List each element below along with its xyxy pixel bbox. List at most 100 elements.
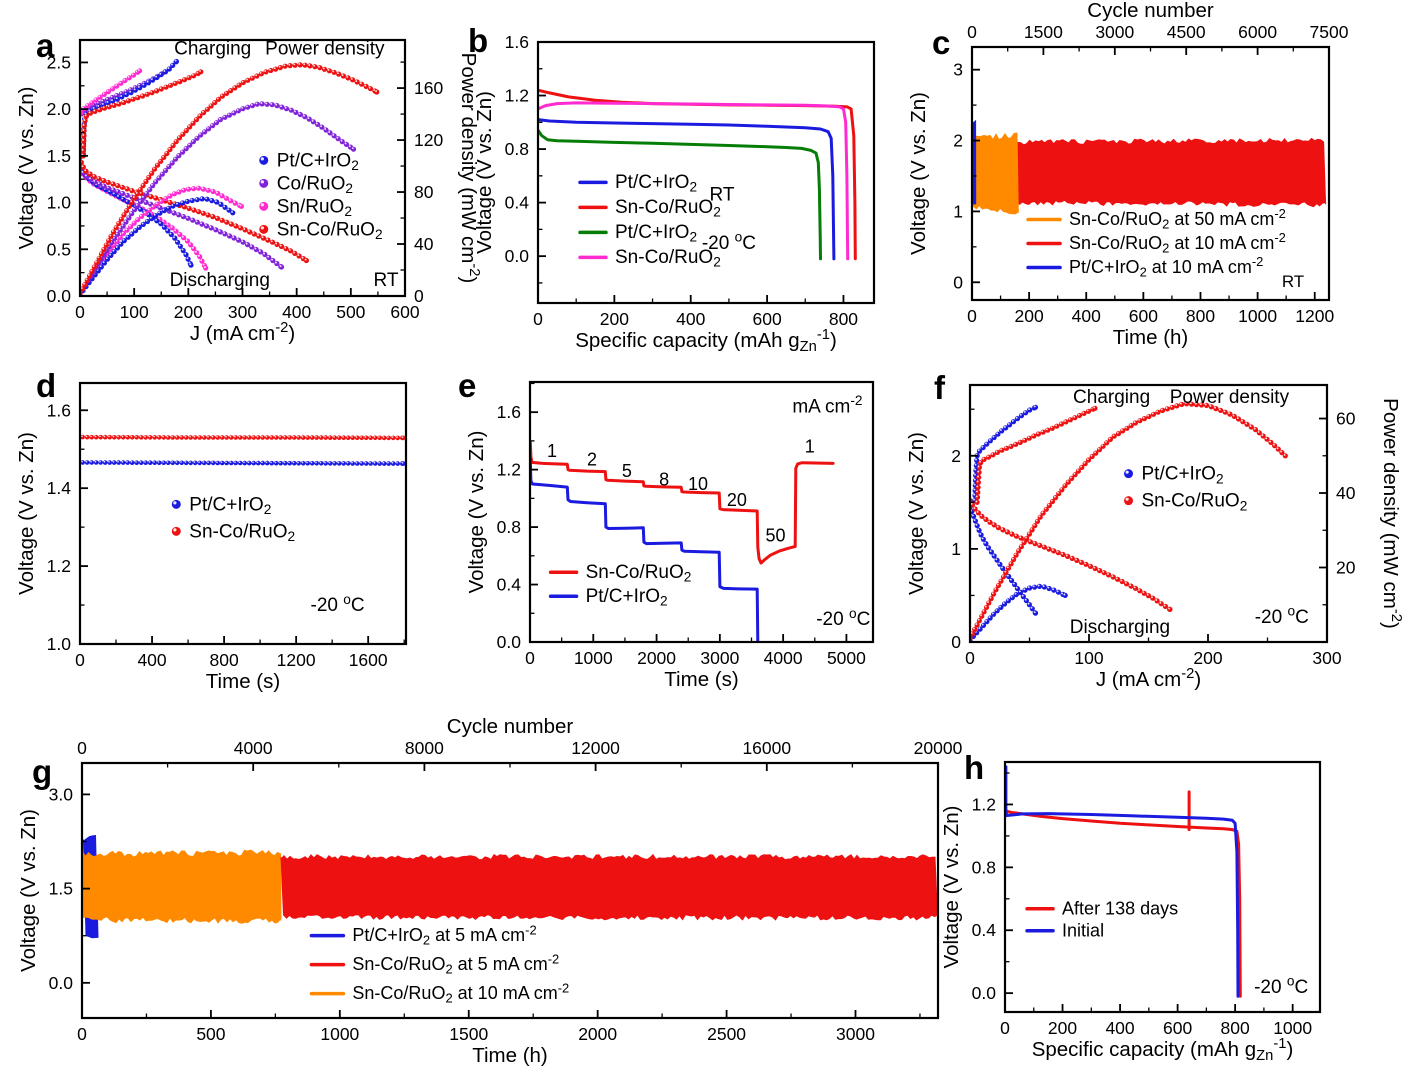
- tick-label: 200: [1015, 306, 1044, 326]
- tick-label: 0: [533, 309, 543, 329]
- legend-item-label: Pt/C+IrO2: [615, 222, 697, 245]
- tick-label: 3000: [836, 1024, 875, 1044]
- panel-b-series: [538, 88, 857, 261]
- panel-a-axes: 0 100 200 300 400 500 600 0.0 0.5 1.0 1.5 2.0 2.5 0 40…: [47, 38, 443, 322]
- legend-item-label: Pt/C+IrO2: [1142, 464, 1224, 487]
- legend-item-label: Pt/C+IrO2: [586, 586, 668, 609]
- tick-label: 80: [414, 182, 434, 202]
- panel-f: 0 100 200 300 0 1 2 20 40 60 J (mA cm-2) Voltage (V…: [905, 369, 1404, 691]
- panel-letter-b: b: [468, 22, 488, 59]
- tick-label: 4000: [234, 738, 273, 758]
- tick-label: 400: [137, 650, 166, 670]
- tick-label: 160: [414, 78, 443, 98]
- x2-axis-label-c: Cycle number: [1087, 0, 1214, 22]
- tick-label: 1000: [1273, 1018, 1312, 1038]
- legend-item-label: Pt/C+IrO2: [277, 150, 359, 173]
- tick-label: 0: [953, 272, 963, 292]
- tick-label: 1000: [574, 648, 613, 668]
- tick-label: 600: [390, 302, 419, 322]
- legend-item-label: After 138 days: [1062, 898, 1178, 918]
- series-ptc-iro2-rt: [538, 118, 836, 261]
- tick-label: 0.4: [505, 193, 530, 213]
- tick-label: 0.8: [505, 139, 529, 159]
- tick-label: 1.0: [47, 634, 72, 654]
- tick-label: 0.4: [497, 575, 522, 595]
- panel-letter-e: e: [458, 367, 476, 404]
- legend-item-label: Sn-Co/RuO2 at 10 mA cm-2: [352, 980, 569, 1005]
- tick-label: 8000: [405, 738, 444, 758]
- tick-label: 1.6: [497, 402, 521, 422]
- tick-label: 1000: [320, 1024, 359, 1044]
- legend-item-label: Initial: [1062, 920, 1104, 940]
- tick-label: 1200: [277, 650, 316, 670]
- annotation-b-0: RT: [710, 185, 735, 206]
- tick-label: 1.4: [47, 478, 72, 498]
- legend-item-label: Sn-Co/RuO2: [615, 197, 721, 220]
- annotation-d-0: -20 oC: [311, 592, 365, 616]
- series-ptc-iro2-m20: [538, 128, 822, 261]
- tick-label: 200: [1048, 1018, 1077, 1038]
- panel-c-series: [972, 119, 1327, 215]
- panel-g-axes: 0 500 1000 1500 2000 2500 3000 0.0 1.5 3.0 0 4000 80…: [49, 738, 963, 1044]
- x-axis-label-a: J (mA cm-2): [190, 320, 295, 345]
- panel-letter-c: c: [932, 24, 950, 61]
- legend-item-label: Sn-Co/RuO2: [615, 247, 721, 270]
- tick-label: 5000: [827, 648, 866, 668]
- legend-item-label: Sn/RuO2: [277, 196, 352, 219]
- y-axis-label-e: Voltage (V vs. Zn): [465, 431, 488, 594]
- annotation-c-0: RT: [1282, 272, 1304, 291]
- tick-label: 300: [1312, 648, 1341, 668]
- tick-label: 0.0: [47, 286, 72, 306]
- annotation-e-0: mA cm-2: [792, 393, 862, 417]
- series-sn-co-ruo2-discharge: [970, 497, 1173, 613]
- tick-label: 1: [953, 201, 963, 221]
- panel-e-series: [530, 440, 835, 642]
- tick-label: 1600: [349, 650, 388, 670]
- tick-label: 1200: [1295, 306, 1334, 326]
- tick-label: 3: [953, 60, 963, 80]
- tick-label: 600: [752, 309, 781, 329]
- legend-item-label: Pt/C+IrO2: [189, 494, 271, 517]
- tick-label: 60: [1336, 409, 1356, 429]
- panel-h-axes: 0 200 400 600 800 1000 0.0 0.4 0.8 1.2: [972, 760, 1322, 1038]
- tick-label: 20: [1336, 558, 1356, 578]
- tick-label: 100: [1074, 648, 1103, 668]
- series-ptc-iro2-discharge: [970, 504, 1039, 616]
- tick-label: 2000: [578, 1024, 617, 1044]
- panel-d-legend: Pt/C+IrO2 Sn-Co/RuO2: [171, 494, 295, 544]
- tick-label: 3.0: [49, 784, 74, 804]
- tick-label: 0: [75, 650, 85, 670]
- series-ptc-iro2-rate: [530, 456, 760, 642]
- annotation-f-3: -20 oC: [1255, 604, 1309, 628]
- legend-item-label: Pt/C+IrO2 at 10 mA cm-2: [1069, 254, 1263, 279]
- panel-g-legend: Pt/C+IrO2 at 5 mA cm-2 Sn-Co/RuO2 at 5 mA…: [309, 922, 569, 1006]
- panel-a: 0 100 200 300 400 500 600 0.0 0.5 1.0 1.5 2.0 2.5 0 40…: [15, 27, 482, 345]
- panel-letter-g: g: [32, 753, 52, 790]
- panel-f-axes: 0 100 200 300 0 1 2 20 40 60: [951, 383, 1356, 668]
- tick-label: 0: [414, 286, 424, 306]
- x-axis-label-c: Time (h): [1113, 326, 1189, 349]
- tick-label: 6000: [1238, 22, 1277, 42]
- series-sn-co-ruo2-m20: [538, 101, 850, 261]
- series-ptc-iro2-power: [80, 196, 236, 296]
- panel-letter-f: f: [934, 369, 946, 406]
- annotation-a-0: Charging: [174, 38, 251, 59]
- series-sn-co-ruo2-power: [970, 401, 1288, 641]
- annotation-b-1: -20 oC: [702, 230, 756, 254]
- tick-label: 0.0: [505, 246, 530, 266]
- legend-item-label: Sn-Co/RuO2: [586, 562, 692, 585]
- tick-label: 0: [967, 306, 977, 326]
- annotation-e-2: 1: [547, 441, 557, 461]
- legend-item-label: Sn-Co/RuO2 at 50 mA cm-2: [1069, 206, 1286, 231]
- panel-h: 0 200 400 600 800 1000 0.0 0.4 0.8 1.2 Specific ca…: [940, 749, 1322, 1064]
- legend-item-label: Sn-Co/RuO2: [1142, 491, 1248, 514]
- legend-item-label: Sn-Co/RuO2 at 5 mA cm-2: [352, 951, 559, 976]
- tick-label: 1: [951, 539, 961, 559]
- tick-label: 2: [953, 131, 963, 151]
- tick-label: 12000: [571, 738, 620, 758]
- y-axis-label-c: Voltage (V vs. Zn): [907, 92, 930, 255]
- x-axis-label-f: J (mA cm-2): [1096, 666, 1201, 691]
